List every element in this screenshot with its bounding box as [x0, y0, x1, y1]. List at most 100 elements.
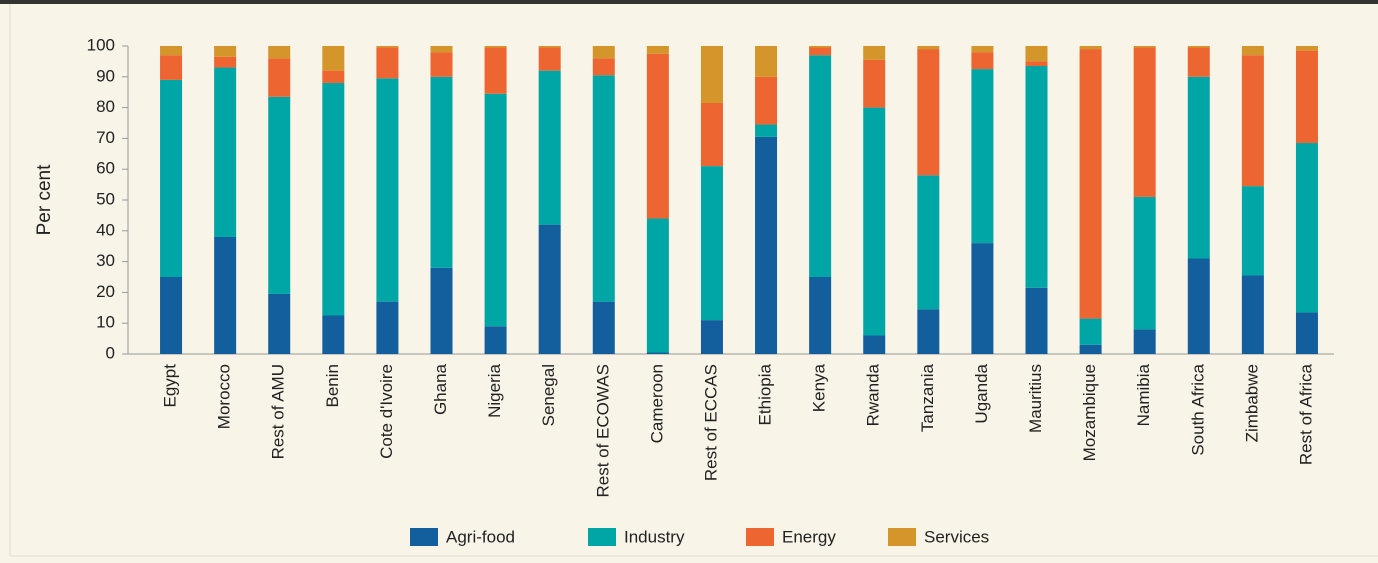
bar-segment — [1241, 55, 1264, 187]
bar-segment — [917, 49, 940, 176]
bar-segment — [1025, 287, 1048, 354]
bar-segment — [322, 70, 345, 83]
bar-segment — [160, 46, 183, 56]
bar-segment — [376, 47, 399, 79]
bar-segment — [592, 75, 615, 302]
bar-segment — [1133, 47, 1156, 197]
y-axis-title: Per cent — [34, 164, 55, 235]
legend-label: Services — [924, 527, 989, 546]
bar-segment — [1079, 46, 1102, 50]
bar-segment — [1241, 275, 1264, 354]
bar-segment — [592, 58, 615, 76]
legend-swatch — [410, 528, 438, 546]
y-tick-label: 90 — [96, 66, 115, 85]
bar-segment — [1295, 50, 1318, 144]
bar-segment — [268, 96, 291, 294]
bar-segment — [538, 224, 561, 354]
x-tick-label: Rest of Africa — [1296, 363, 1315, 465]
x-tick-label: Nigeria — [485, 363, 504, 417]
bar-segment — [592, 301, 615, 354]
bar-segment — [484, 46, 507, 48]
y-tick-label: 0 — [106, 343, 115, 362]
legend-swatch — [588, 528, 616, 546]
bar-segment — [430, 46, 453, 53]
y-tick-label: 60 — [96, 159, 115, 178]
x-tick-label: Rest of AMU — [269, 364, 288, 459]
bar-segment — [700, 102, 723, 167]
bar-segment — [1025, 46, 1048, 62]
bar-segment — [214, 46, 237, 57]
x-tick-label: Senegal — [539, 364, 558, 426]
bar-segment — [214, 236, 237, 354]
bar-segment — [322, 46, 345, 71]
y-tick-label: 50 — [96, 189, 115, 208]
x-tick-label: Cote d'Ivoire — [377, 364, 396, 459]
bar-segment — [809, 55, 832, 277]
bar-segment — [1079, 49, 1102, 319]
bar-segment — [376, 46, 399, 48]
x-tick-label: Mozambique — [1080, 364, 1099, 461]
bar-segment — [1025, 66, 1048, 288]
x-tick-label: Uganda — [972, 363, 991, 423]
bar-segment — [376, 301, 399, 354]
x-tick-label: Namibia — [1134, 363, 1153, 426]
bar-segment — [592, 46, 615, 59]
bar-segment — [917, 309, 940, 354]
legend-label: Energy — [782, 527, 836, 546]
x-tick-label: Rest of ECOWAS — [593, 364, 612, 498]
x-tick-label: Ghana — [431, 363, 450, 415]
bar-segment — [268, 293, 291, 354]
x-tick-label: Morocco — [215, 364, 234, 429]
bar-segment — [971, 243, 994, 354]
bar-segment — [809, 46, 832, 48]
legend-label: Industry — [624, 527, 685, 546]
bar-segment — [268, 58, 291, 97]
bar-segment — [971, 52, 994, 70]
bar-segment — [700, 320, 723, 354]
y-tick-label: 10 — [96, 313, 115, 332]
bar-segment — [1079, 318, 1102, 345]
bar-segment — [484, 326, 507, 354]
bar-segment — [755, 136, 778, 354]
bar-segment — [214, 56, 237, 68]
bar-segment — [214, 67, 237, 237]
bar-segment — [755, 124, 778, 137]
bar-segment — [646, 352, 669, 354]
bar-segment — [160, 55, 183, 80]
x-tick-label: Tanzania — [918, 363, 937, 432]
bar-segment — [1133, 46, 1156, 48]
bar-segment — [484, 93, 507, 327]
bar-segment — [538, 46, 561, 48]
y-tick-label: 100 — [87, 35, 115, 54]
bar-segment — [1133, 196, 1156, 330]
bar-segment — [538, 70, 561, 225]
x-tick-label: Rest of ECCAS — [701, 364, 720, 481]
bar-segment — [809, 47, 832, 56]
x-tick-label: Zimbabwe — [1242, 364, 1261, 442]
bar-segment — [268, 46, 291, 59]
bar-segment — [538, 47, 561, 71]
y-tick-label: 40 — [96, 220, 115, 239]
bar-segment — [700, 166, 723, 321]
bar-segment — [1295, 143, 1318, 313]
bar-segment — [863, 107, 886, 336]
bar-segment — [646, 218, 669, 353]
bar-segment — [1295, 312, 1318, 354]
x-tick-label: Ethiopia — [756, 363, 775, 425]
bar-segment — [1133, 329, 1156, 354]
bar-segment — [646, 53, 669, 219]
x-tick-label: Egypt — [161, 364, 180, 408]
bar-segment — [1187, 258, 1210, 354]
bar-segment — [971, 69, 994, 244]
bar-segment — [1187, 46, 1210, 48]
bar-segment — [863, 335, 886, 354]
bar-segment — [863, 46, 886, 60]
top-rule — [0, 0, 1378, 4]
bar-segment — [484, 47, 507, 94]
bar-segment — [160, 79, 183, 277]
x-tick-label: Cameroon — [647, 364, 666, 443]
bar-segment — [755, 76, 778, 125]
bar-segment — [700, 46, 723, 103]
